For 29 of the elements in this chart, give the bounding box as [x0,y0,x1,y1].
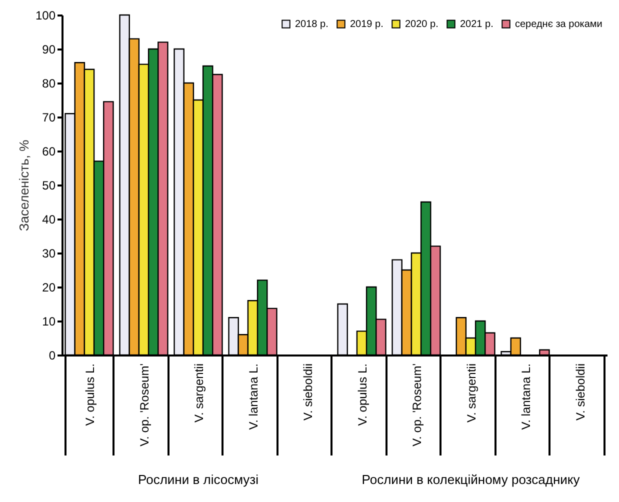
x-tick-label: V. sieboldii [573,364,588,420]
y-tick-label: 40 [42,212,56,226]
legend-label: 2020 р. [405,19,438,30]
x-tick-label: V. op. 'Roseum' [137,364,152,446]
y-tick-label: 0 [48,348,56,362]
y-tick-label: 30 [42,246,56,260]
x-tick-label: V. lantana L. [246,364,260,430]
legend-label: 2021 р. [460,19,494,30]
x-tick-label: V. lantana L. [518,364,533,430]
y-axis-title: Заселеність, % [16,139,32,232]
legend-label: середнє за роками [515,19,602,30]
x-tick-label: V. opulus L. [355,364,370,426]
y-tick-label: 90 [42,42,56,56]
y-tick-label: 10 [42,314,56,328]
legend-label: 2018 р. [295,19,328,30]
y-tick-label: 60 [42,144,56,158]
x-tick-label: V. op. 'Roseum' [410,364,424,446]
x-tick-label: V. sargentii [464,364,478,422]
legend-label: 2019 р. [350,19,384,30]
y-tick-label: 70 [42,110,56,124]
y-tick-label: 80 [42,76,56,90]
y-tick-label: 50 [42,178,56,192]
x-tick-label: V. opulus L. [82,364,97,426]
y-tick-label: 20 [42,280,56,294]
text: Рослини в колекційному розсаднику [360,472,581,487]
text: Рослини в лісосмузі [136,472,260,487]
x-tick-label: V. sargentii [192,364,206,422]
y-tick-label: 100 [35,8,56,22]
x-tick-label: V. sieboldii [300,364,315,420]
